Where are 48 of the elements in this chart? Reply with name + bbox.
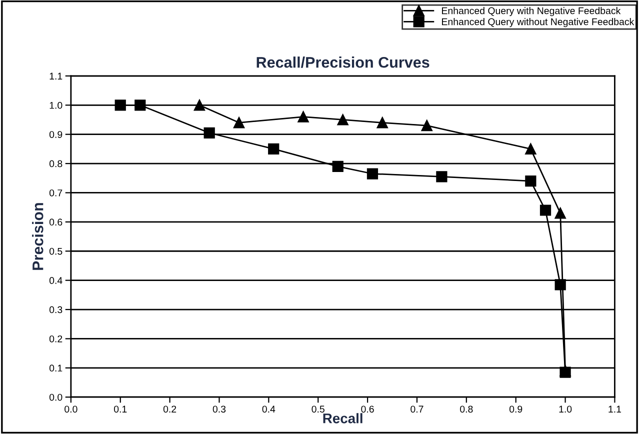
point (233, 117, 245, 128)
y-tick-label: 0.6 (49, 218, 62, 226)
x-tick-label: 0.6 (361, 406, 374, 413)
y-tick-label: 0.2 (49, 335, 62, 342)
y-tick-label: 0.7 (49, 189, 62, 196)
point (554, 208, 566, 219)
x-tick-label: 0.2 (163, 406, 176, 413)
y-tick-label: 0.0 (49, 394, 62, 401)
x-tick-label: 0.4 (262, 406, 276, 413)
y-tick-label: 0.5 (49, 248, 62, 255)
y-tick-label: 0.3 (49, 306, 62, 314)
x-tick-label: 0.1 (114, 406, 127, 413)
x-tick-label: 0.7 (410, 406, 424, 413)
point (366, 168, 378, 180)
x-tick-label: 1.0 (559, 406, 572, 413)
point (337, 114, 348, 126)
point (436, 171, 448, 182)
legend-label: Enhanced Query without Negative Feedback (442, 18, 634, 28)
point (554, 279, 566, 290)
y-tick-label: 1.0 (50, 102, 62, 109)
chart-title: Recall/Precision Curves (256, 56, 430, 68)
point (114, 100, 126, 111)
x-tick-label: 0.9 (509, 406, 522, 413)
point (525, 176, 536, 187)
point (134, 100, 146, 111)
y-axis-title: Precision (32, 203, 44, 270)
x-tick-label: 1.1 (608, 406, 621, 412)
y-tick-label: 0.9 (49, 131, 62, 138)
x-tick-label: 0.5 (312, 406, 324, 413)
point (560, 366, 571, 378)
legend-label: Enhanced Query with Negative Feedback (442, 7, 621, 16)
x-axis-title: Recall (323, 413, 362, 424)
y-tick-label: 0.4 (49, 277, 62, 284)
point (525, 143, 536, 154)
point (268, 143, 280, 154)
point (298, 111, 309, 122)
point (421, 120, 432, 132)
point (376, 117, 388, 128)
point (204, 127, 215, 138)
y-tick-label: 1.1 (50, 72, 62, 80)
point (540, 204, 552, 216)
x-tick-label: 0.8 (460, 406, 473, 413)
y-tick-label: 0.1 (49, 364, 62, 372)
point (194, 100, 206, 111)
x-tick-label: 0.3 (212, 406, 226, 413)
x-tick-label: 0.0 (64, 406, 78, 413)
point (332, 160, 344, 172)
y-tick-label: 0.8 (49, 160, 62, 168)
